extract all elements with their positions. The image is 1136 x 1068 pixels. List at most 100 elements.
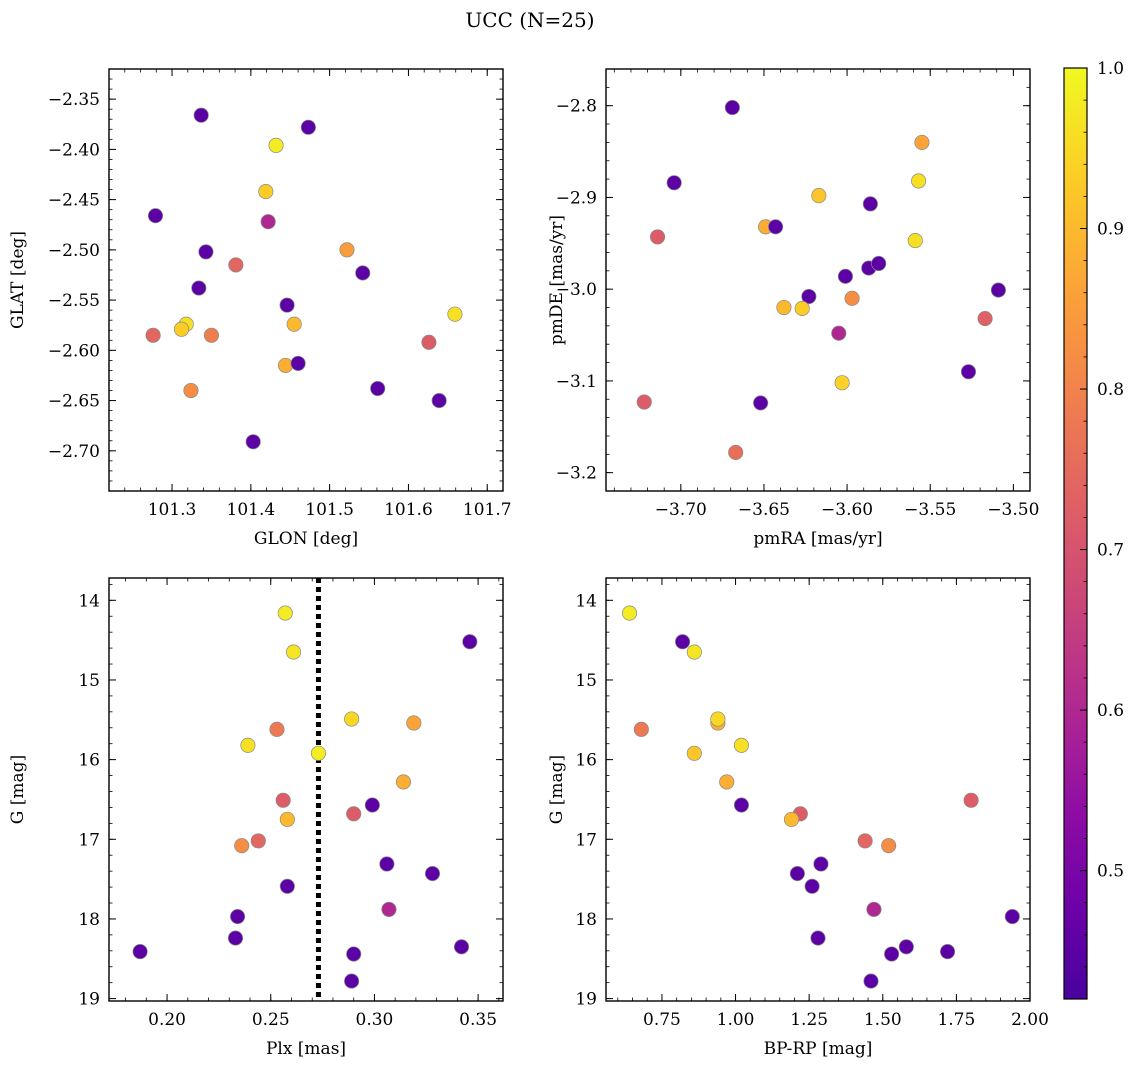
- x-tick-label: 101.5: [305, 500, 354, 520]
- data-point: [813, 856, 829, 872]
- colorbar-tick-label: 0.7: [1097, 541, 1124, 561]
- data-point: [834, 375, 850, 391]
- colorbar-gradient: [1063, 67, 1088, 1000]
- data-point: [898, 939, 914, 955]
- x-tick-label: −3.65: [738, 500, 790, 520]
- colorbar-tick-label: 1.0: [1097, 59, 1124, 79]
- data-point: [344, 711, 360, 727]
- data-point: [447, 306, 463, 322]
- y-tick-label: −3.0: [556, 280, 597, 300]
- data-point: [268, 137, 284, 153]
- figure-title: UCC (N=25): [465, 8, 594, 32]
- x-tick-label: 0.20: [148, 1010, 186, 1030]
- data-point: [675, 634, 691, 650]
- data-point: [234, 838, 250, 854]
- y-tick-label: 15: [78, 671, 100, 691]
- data-point: [173, 321, 190, 337]
- data-point: [866, 901, 882, 917]
- data-point: [310, 745, 326, 761]
- y-tick-label: 17: [78, 830, 100, 850]
- data-point: [355, 265, 371, 281]
- data-point: [686, 745, 702, 761]
- data-point: [733, 737, 749, 753]
- data-point: [203, 327, 219, 343]
- data-point: [424, 865, 441, 882]
- data-point: [379, 856, 395, 872]
- data-point: [768, 219, 784, 235]
- data-point: [649, 229, 666, 245]
- data-point: [1004, 909, 1020, 925]
- y-axis-label: GLAT [deg]: [8, 231, 28, 329]
- panel-plx-g: 0.20 0.25 0.30 0.35 14 15 16 17 18 19 Plx [mas] G […: [8, 577, 504, 1059]
- data-point: [862, 196, 878, 212]
- data-point: [240, 737, 256, 753]
- x-tick-label: 1.25: [790, 1010, 828, 1030]
- data-point: [990, 282, 1006, 298]
- x-axis-label: pmRA [mas/yr]: [753, 529, 882, 549]
- data-point: [810, 930, 826, 946]
- data-point: [275, 792, 291, 808]
- y-tick-label: −2.60: [48, 341, 100, 361]
- data-point: [277, 357, 294, 373]
- data-point: [801, 288, 817, 305]
- x-tick-label: −3.70: [655, 500, 707, 520]
- y-tick-label: −2.35: [48, 90, 100, 110]
- data-point: [776, 299, 792, 316]
- x-tick-label: 101.7: [463, 500, 512, 520]
- x-tick-label: 2.00: [1011, 1010, 1049, 1030]
- x-tick-label: 1.50: [864, 1010, 902, 1030]
- y-tick-label: −2.40: [48, 140, 100, 160]
- data-point: [837, 268, 853, 284]
- data-point: [633, 721, 649, 737]
- data-point: [421, 334, 437, 350]
- plot-frame: [108, 577, 504, 1002]
- data-point: [907, 233, 923, 249]
- data-point: [724, 99, 740, 116]
- data-point: [431, 393, 447, 409]
- data-point: [863, 973, 879, 989]
- y-tick-label: 17: [575, 830, 597, 850]
- data-point: [844, 290, 860, 306]
- data-point: [977, 310, 993, 327]
- y-tick-label: −2.8: [556, 97, 597, 117]
- data-point: [911, 173, 927, 189]
- x-tick-label: 101.3: [148, 500, 197, 520]
- data-point: [686, 644, 702, 660]
- x-tick-label: 101.4: [227, 500, 276, 520]
- data-point: [963, 792, 979, 808]
- x-tick-label: 0.35: [459, 1010, 497, 1030]
- y-tick-label: −2.55: [48, 291, 100, 311]
- data-point: [250, 833, 266, 849]
- x-axis-label: GLON [deg]: [254, 529, 358, 549]
- data-point: [132, 944, 148, 960]
- x-tick-label: 0.25: [252, 1010, 290, 1030]
- data-point: [300, 119, 316, 135]
- x-tick-label: 1.00: [717, 1010, 755, 1030]
- data-point: [636, 394, 652, 410]
- y-tick-label: 19: [78, 990, 100, 1010]
- data-point: [286, 316, 302, 332]
- x-tick-label: 0.30: [356, 1010, 394, 1030]
- data-point: [344, 973, 360, 989]
- data-point: [346, 946, 362, 962]
- data-point: [193, 107, 209, 123]
- data-point: [395, 774, 412, 790]
- data-point: [728, 444, 744, 461]
- x-tick-label: 0.75: [643, 1010, 681, 1030]
- x-tick-label: −3.50: [987, 500, 1039, 520]
- data-point: [346, 806, 362, 822]
- y-tick-label: 19: [575, 990, 597, 1010]
- data-point: [871, 255, 887, 272]
- data-point: [710, 711, 726, 727]
- data-point: [145, 327, 161, 343]
- x-tick-label: −3.60: [821, 500, 873, 520]
- data-point: [622, 605, 638, 621]
- y-tick-label: 14: [78, 591, 100, 611]
- data-point: [230, 909, 246, 925]
- data-point: [198, 244, 214, 260]
- y-tick-label: 16: [78, 751, 100, 771]
- data-point: [940, 944, 956, 960]
- data-point: [245, 434, 261, 450]
- data-point: [279, 878, 295, 894]
